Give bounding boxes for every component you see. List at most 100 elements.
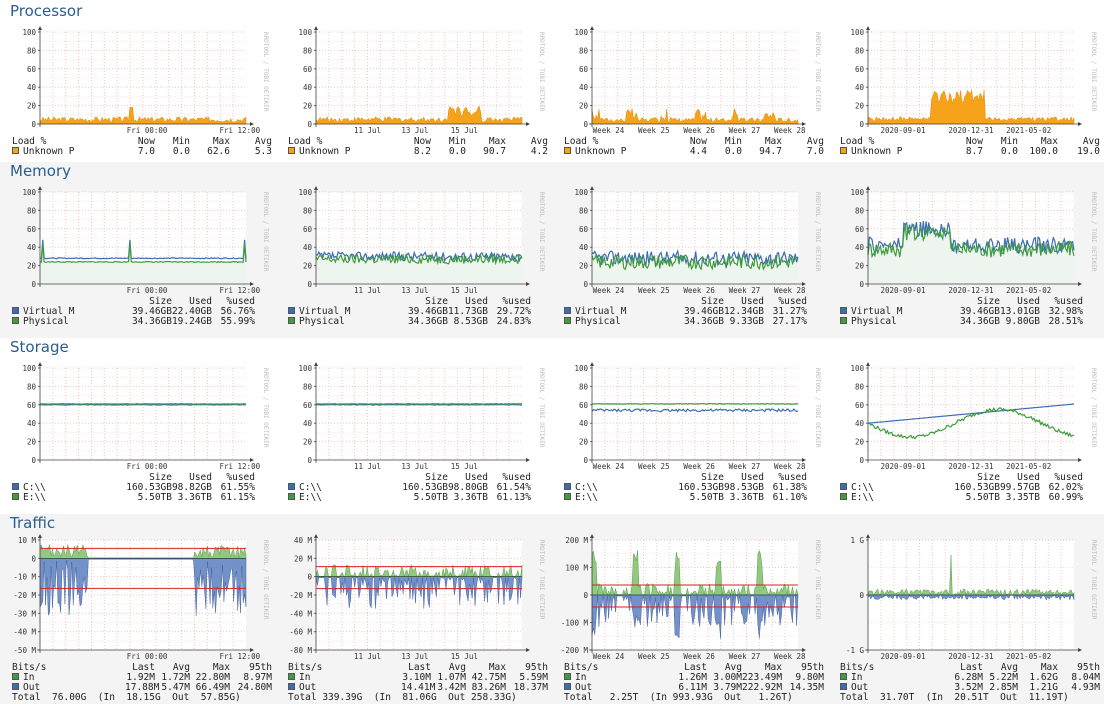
graph-canvas: 40 M 20 M 0 -20 M -40 M -60 M -80 M 11 Jul 13 Ju… (289, 534, 545, 661)
storage-graph-1[interactable]: 100 80 60 40 20 0 Fri 00:00 Fri 12:00 RRDTOOL / … (0, 338, 276, 514)
processor-graph-4[interactable]: 100 80 60 40 20 0 2020-09-01 2020-12-31 2021-05-… (828, 2, 1104, 162)
legend-header-cell: Max (1040, 136, 1058, 147)
legend-header-cell: Load % (288, 136, 323, 147)
legend-swatch (564, 147, 571, 154)
legend-value: 66.49M (195, 682, 230, 693)
legend-value: 39.46GB (131, 306, 172, 317)
x-tick-label: Fri 12:00 (219, 126, 260, 135)
y-tick-label: -100 M (561, 619, 589, 628)
legend-swatch (840, 483, 847, 490)
axis-arrow (1078, 648, 1082, 652)
legend-value: 6.28M (954, 672, 983, 683)
legend-header-cell: %used (1054, 472, 1083, 483)
legend-header-cell: 95th (1077, 662, 1100, 673)
legend-value: 29.72% (496, 306, 531, 317)
traffic-graph-3[interactable]: 200 M 100 M 0 -100 M -200 M Week 24 Week 25 Wee… (552, 514, 828, 704)
legend-swatch (288, 317, 295, 324)
legend-value: 5.59M (519, 672, 548, 683)
storage-graph-2[interactable]: 100 80 60 40 20 0 11 Jul 13 Jul 15 Jul RRDTOOL / … (276, 338, 552, 514)
legend-swatch (288, 673, 295, 680)
x-tick-label: 2020-12-31 (948, 126, 993, 135)
x-tick-label: Fri 00:00 (127, 652, 168, 661)
legend-value: 8.7 (965, 146, 983, 157)
section-title: Traffic (10, 514, 56, 532)
watermark: RRDTOOL / TOBI OETIKER (814, 192, 821, 272)
processor-graph-3[interactable]: 100 80 60 40 20 0 Week 24 Week 25 Week 26 Week 27… (552, 2, 828, 162)
axis-arrow (1078, 122, 1082, 126)
axis-arrow (866, 186, 870, 190)
legend-series-name: Virtual M (23, 306, 75, 317)
legend-swatch (564, 683, 571, 690)
x-tick-label: Week 24 (593, 652, 625, 661)
legend-swatch (564, 317, 571, 324)
legend-series-name: E:\\ (299, 492, 322, 503)
graph-canvas: 100 80 60 40 20 0 2020-09-01 2020-12-31 2021-05-… (850, 26, 1097, 135)
y-tick-label: 80 (303, 46, 313, 55)
memory-graph-2[interactable]: 100 80 60 40 20 0 11 Jul 13 Jul 15 Jul RRDTOOL / … (276, 162, 552, 338)
memory-graph-4[interactable]: 100 80 60 40 20 0 2020-09-01 2020-12-31 2021-05-… (828, 162, 1104, 338)
legend-value: 6.11M (678, 682, 707, 693)
axis-arrow (866, 362, 870, 366)
legend-value: 5.22M (989, 672, 1018, 683)
x-tick-label: Week 26 (683, 126, 715, 135)
axis-arrow (314, 534, 318, 538)
legend-header-cell: 95th (525, 662, 548, 673)
processor-graph-1[interactable]: 100 80 60 40 20 0 Fri 00:00 Fri 12:00 RRDTOOL / … (0, 2, 276, 162)
axis-arrow (250, 648, 254, 652)
y-tick-label: 60 (855, 225, 865, 234)
memory-graph-1[interactable]: 100 80 60 40 20 0 Fri 00:00 Fri 12:00 RRDTOOL / … (0, 162, 276, 338)
processor-graph-2[interactable]: 100 80 60 40 20 0 11 Jul 13 Jul 15 Jul RRDTOOL / … (276, 2, 552, 162)
y-tick-label: 0 (307, 280, 312, 289)
legend-header-cell: Avg (1000, 662, 1018, 673)
y-tick-label: 80 (27, 206, 37, 215)
legend-header: Bits/s Last Avg Max 95th (840, 662, 1100, 673)
traffic-graph-1[interactable]: 10 M 0 -10 M -20 M -30 M -40 M -50 M Fri 00:00 F… (0, 514, 276, 704)
legend-header-cell: Avg (724, 662, 742, 673)
x-tick-label: Week 24 (593, 286, 625, 295)
legend-value: 55.99% (220, 316, 255, 327)
legend-value: 160.53GB (678, 482, 724, 493)
y-tick-label: 80 (303, 206, 313, 215)
legend-value: 62.02% (1048, 482, 1083, 493)
graph-canvas: 100 80 60 40 20 0 11 Jul 13 Jul 15 Jul RRDTOOL / … (298, 362, 545, 471)
legend-header-cell: Used (741, 296, 764, 307)
legend-row: Out 17.88M 5.47M 66.49M 24.80M (12, 682, 272, 693)
y-tick-label: 200 M (565, 536, 588, 545)
x-tick-label: 15 Jul (451, 652, 478, 661)
y-tick-label: 20 (303, 102, 313, 111)
y-tick-label: 40 (579, 419, 589, 428)
x-tick-label: Week 28 (774, 126, 806, 135)
x-tick-label: Week 28 (774, 286, 806, 295)
y-tick-label: 60 (303, 401, 313, 410)
traffic-graph-4[interactable]: 1 G 0 -1 G 2020-09-01 2020-12-31 2021-05-02 RR… (828, 514, 1104, 704)
legend-header: Bits/s Last Avg Max 95th (12, 662, 272, 673)
legend-value: 34.36GB (959, 316, 1000, 327)
legend-header-cell: Load % (840, 136, 875, 147)
axis-arrow (38, 534, 42, 538)
memory-graph-3[interactable]: 100 80 60 40 20 0 Week 24 Week 25 Week 26 Week 27… (552, 162, 828, 338)
y-tick-label: 100 (850, 28, 864, 37)
watermark: RRDTOOL / TOBI OETIKER (1090, 540, 1097, 620)
legend-value: 4.4 (689, 146, 707, 157)
legend-header-cell: Now (965, 136, 983, 147)
series-area-out (591, 594, 799, 639)
legend-value: 1.26M (678, 672, 707, 683)
y-tick-label: 40 (27, 419, 37, 428)
y-tick-label: 40 (855, 419, 865, 428)
legend-value: 3.35TB (1005, 492, 1040, 503)
x-tick-label: Fri 00:00 (127, 462, 168, 471)
series-area (315, 105, 523, 125)
storage-graph-3[interactable]: 100 80 60 40 20 0 Week 24 Week 25 Week 26 Week 27… (552, 338, 828, 514)
legend-value: 39.46GB (683, 306, 724, 317)
traffic-graph-2[interactable]: 40 M 20 M 0 -20 M -40 M -60 M -80 M 11 Jul 13 Ju… (276, 514, 552, 704)
storage-graph-4[interactable]: 100 80 60 40 20 0 2020-09-01 2020-12-31 2021-05-… (828, 338, 1104, 514)
y-tick-label: 20 (855, 262, 865, 271)
legend-value: 90.7 (483, 146, 506, 157)
legend-value: 1.07M (437, 672, 466, 683)
legend-value: 13.01GB (999, 306, 1040, 317)
legend-value: 160.53GB (954, 482, 1000, 493)
legend-total: Total 31.70T (In 20.51T Out 11.19T) (840, 692, 1069, 703)
y-tick-label: 40 (303, 243, 313, 252)
y-tick-label: 0 (31, 456, 36, 465)
legend-value: 0.0 (724, 146, 742, 157)
